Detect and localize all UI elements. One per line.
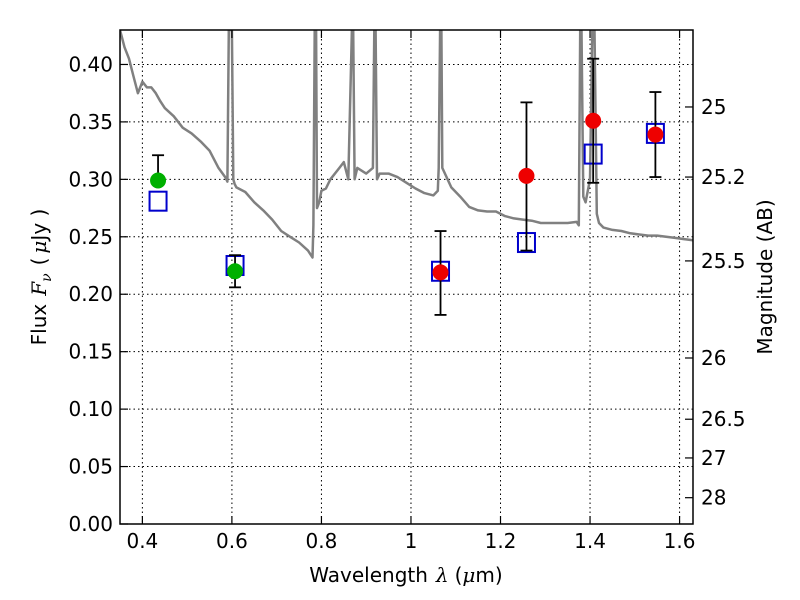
grid	[120, 30, 693, 525]
x-tick-label: 1.4	[574, 529, 606, 553]
y-tick-label: 0.20	[68, 282, 113, 306]
model-photometry-square	[148, 190, 168, 212]
x-tick-label: 0.6	[216, 529, 248, 553]
x-tick-label: 1.2	[485, 529, 517, 553]
y2-tick-label: 25.2	[701, 165, 746, 189]
x-tick-label: 0.8	[306, 529, 338, 553]
observed-point	[518, 167, 535, 184]
y-tick-label: 0.35	[68, 110, 113, 134]
x-tick-label: 0.4	[126, 529, 158, 553]
y2-tick-label: 25	[701, 95, 726, 119]
y2-tick-label: 25.5	[701, 249, 746, 273]
y2-tick-label: 28	[701, 486, 726, 510]
observed-point	[150, 172, 167, 189]
y-tick-label: 0.40	[68, 52, 113, 76]
y2-axis-label: Magnitude (AB)	[753, 199, 777, 354]
ticks: 0.4 0.6 0.8 1 1.2 1.4 1.6 0.00 0.05 0.10 0.15 0.20 0…	[68, 30, 746, 553]
y-tick-label: 0.00	[68, 512, 113, 536]
x-axis-label: Wavelength λ (μm)	[309, 563, 502, 587]
y-tick-label: 0.05	[68, 455, 113, 479]
y-tick-label: 0.25	[68, 225, 113, 249]
observed-point	[227, 263, 244, 280]
observed-point	[432, 264, 449, 281]
x-tick-label: 1.6	[664, 529, 696, 553]
observed-point	[585, 112, 602, 129]
y2-tick-label: 26.5	[701, 407, 746, 431]
x-tick-label: 1	[405, 529, 418, 553]
plot-frame	[119, 29, 694, 525]
y2-tick-label: 26	[701, 346, 726, 370]
y-tick-label: 0.10	[68, 397, 113, 421]
spectrum-line	[120, 30, 693, 259]
y-axis-label: FluxFν(μJy )	[27, 209, 55, 346]
y2-tick-label: 27	[701, 446, 726, 470]
observed-point	[647, 126, 664, 143]
markers	[148, 57, 665, 316]
y-tick-label: 0.30	[68, 167, 113, 191]
y-tick-label: 0.15	[68, 340, 113, 364]
